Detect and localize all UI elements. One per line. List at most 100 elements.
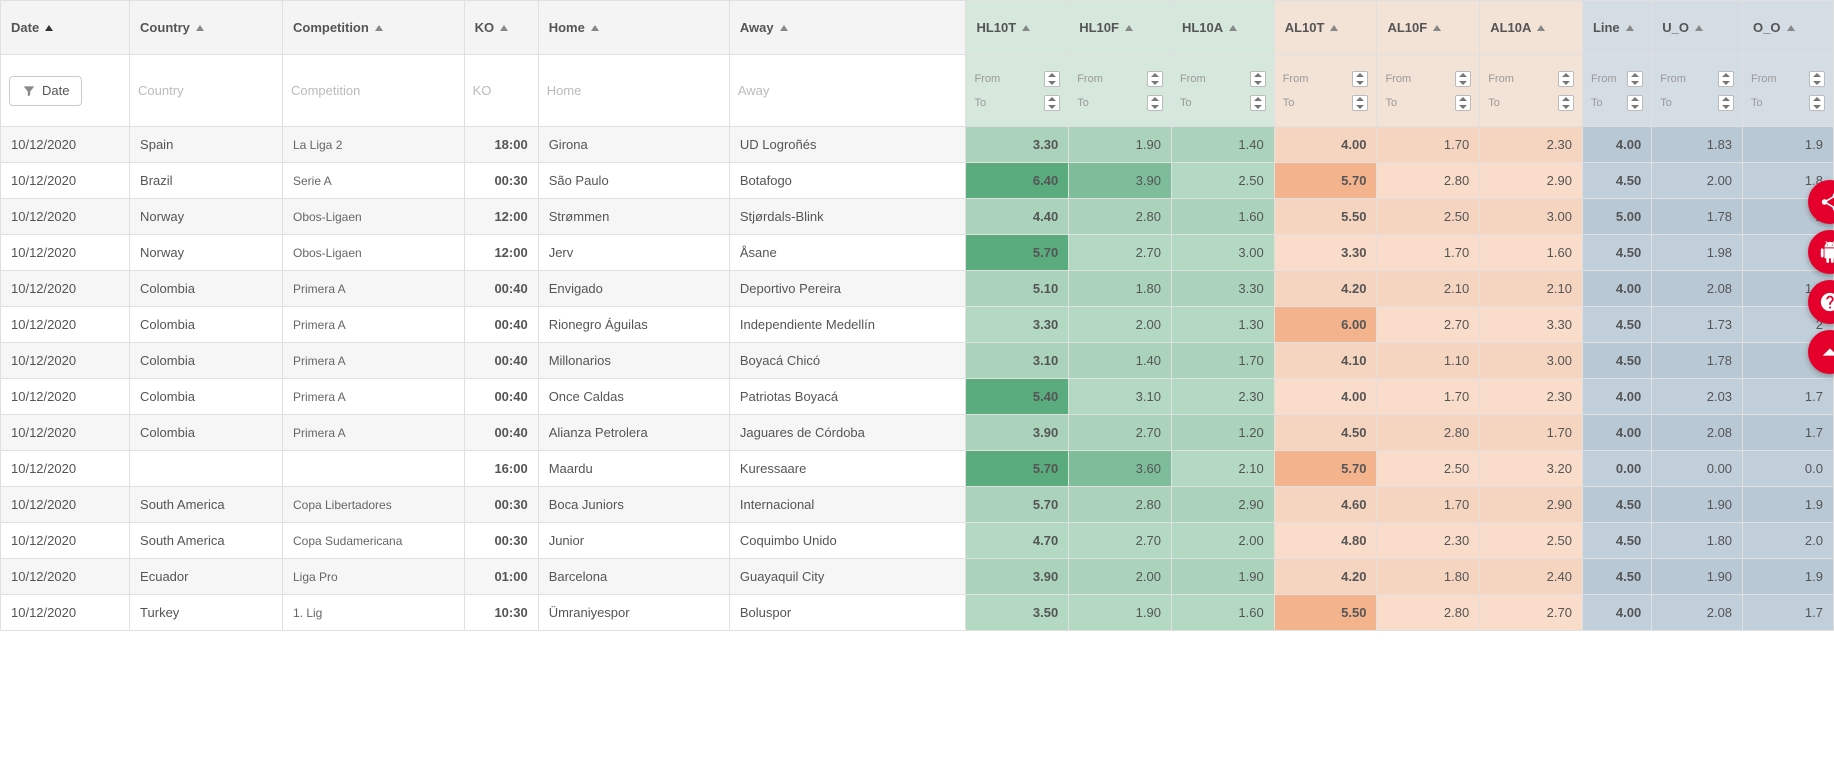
cell-date: 10/12/2020 bbox=[1, 127, 130, 163]
share-button[interactable] bbox=[1808, 180, 1834, 224]
range-from-stepper[interactable] bbox=[1718, 71, 1734, 87]
cell-al10t: 4.00 bbox=[1274, 379, 1377, 415]
filter-placeholder[interactable]: Home bbox=[547, 83, 582, 98]
filter-cell-o_o: FromTo bbox=[1743, 55, 1834, 127]
col-header-label: U_O bbox=[1662, 20, 1689, 35]
cell-line: 4.00 bbox=[1582, 415, 1651, 451]
table-row[interactable]: 10/12/2020ColombiaPrimera A00:40Envigado… bbox=[1, 271, 1834, 307]
col-header-label: HL10A bbox=[1182, 20, 1223, 35]
range-from-stepper[interactable] bbox=[1558, 71, 1574, 87]
cell-hl10a: 2.50 bbox=[1171, 163, 1274, 199]
cell-competition: Primera A bbox=[282, 271, 464, 307]
col-header-label: O_O bbox=[1753, 20, 1780, 35]
col-header-u_o[interactable]: U_O bbox=[1652, 1, 1743, 55]
cell-ko: 00:40 bbox=[464, 379, 538, 415]
filter-placeholder[interactable]: Country bbox=[138, 83, 184, 98]
table-row[interactable]: 10/12/2020South AmericaCopa Sudamericana… bbox=[1, 523, 1834, 559]
cell-al10f: 2.70 bbox=[1377, 307, 1480, 343]
cell-date: 10/12/2020 bbox=[1, 199, 130, 235]
col-header-o_o[interactable]: O_O bbox=[1743, 1, 1834, 55]
table-row[interactable]: 10/12/2020ColombiaPrimera A00:40Rionegro… bbox=[1, 307, 1834, 343]
table-row[interactable]: 10/12/2020Turkey1. Lig10:30ÜmraniyesporB… bbox=[1, 595, 1834, 631]
col-header-hl10a[interactable]: HL10A bbox=[1171, 1, 1274, 55]
cell-al10t: 4.10 bbox=[1274, 343, 1377, 379]
range-to-stepper[interactable] bbox=[1147, 95, 1163, 111]
cell-al10a: 2.70 bbox=[1480, 595, 1583, 631]
table-row[interactable]: 10/12/2020ColombiaPrimera A00:40Millonar… bbox=[1, 343, 1834, 379]
range-to-label: To bbox=[1660, 97, 1672, 109]
col-header-al10f[interactable]: AL10F bbox=[1377, 1, 1480, 55]
cell-al10a: 2.10 bbox=[1480, 271, 1583, 307]
col-header-date[interactable]: Date bbox=[1, 1, 130, 55]
cell-line: 4.00 bbox=[1582, 271, 1651, 307]
col-header-al10t[interactable]: AL10T bbox=[1274, 1, 1377, 55]
col-header-label: Line bbox=[1593, 20, 1620, 35]
range-to-stepper[interactable] bbox=[1718, 95, 1734, 111]
cell-hl10f: 2.00 bbox=[1069, 559, 1172, 595]
col-header-hl10t[interactable]: HL10T bbox=[966, 1, 1069, 55]
help-button[interactable] bbox=[1808, 280, 1834, 324]
cell-al10a: 2.50 bbox=[1480, 523, 1583, 559]
range-to-stepper[interactable] bbox=[1250, 95, 1266, 111]
filter-placeholder[interactable]: KO bbox=[473, 83, 492, 98]
range-from-stepper[interactable] bbox=[1044, 71, 1060, 87]
col-header-hl10f[interactable]: HL10F bbox=[1069, 1, 1172, 55]
col-header-al10a[interactable]: AL10A bbox=[1480, 1, 1583, 55]
cell-line: 4.00 bbox=[1582, 127, 1651, 163]
table-row[interactable]: 10/12/202016:00MaarduKuressaare5.703.602… bbox=[1, 451, 1834, 487]
android-button[interactable] bbox=[1808, 230, 1834, 274]
table-row[interactable]: 10/12/2020NorwayObos-Ligaen12:00JervÅsan… bbox=[1, 235, 1834, 271]
table-row[interactable]: 10/12/2020South AmericaCopa Libertadores… bbox=[1, 487, 1834, 523]
date-filter-label: Date bbox=[42, 83, 69, 98]
cell-competition: Copa Libertadores bbox=[282, 487, 464, 523]
table-row[interactable]: 10/12/2020NorwayObos-Ligaen12:00Strømmen… bbox=[1, 199, 1834, 235]
cell-o_o: 1.9 bbox=[1743, 127, 1834, 163]
table-row[interactable]: 10/12/2020SpainLa Liga 218:00GironaUD Lo… bbox=[1, 127, 1834, 163]
range-to-stepper[interactable] bbox=[1455, 95, 1471, 111]
range-from-stepper[interactable] bbox=[1250, 71, 1266, 87]
filter-cell-hl10f: FromTo bbox=[1069, 55, 1172, 127]
range-to-stepper[interactable] bbox=[1352, 95, 1368, 111]
cell-away: Kuressaare bbox=[729, 451, 966, 487]
col-header-home[interactable]: Home bbox=[538, 1, 729, 55]
table-row[interactable]: 10/12/2020ColombiaPrimera A00:40Once Cal… bbox=[1, 379, 1834, 415]
cell-hl10a: 2.90 bbox=[1171, 487, 1274, 523]
range-to-stepper[interactable] bbox=[1809, 95, 1825, 111]
range-to-stepper[interactable] bbox=[1627, 95, 1643, 111]
cell-away: Deportivo Pereira bbox=[729, 271, 966, 307]
scroll-top-button[interactable] bbox=[1808, 330, 1834, 374]
range-from-stepper[interactable] bbox=[1809, 71, 1825, 87]
range-from-stepper[interactable] bbox=[1352, 71, 1368, 87]
table-row[interactable]: 10/12/2020ColombiaPrimera A00:40Alianza … bbox=[1, 415, 1834, 451]
col-header-line[interactable]: Line bbox=[1582, 1, 1651, 55]
table-row[interactable]: 10/12/2020EcuadorLiga Pro01:00BarcelonaG… bbox=[1, 559, 1834, 595]
col-header-country[interactable]: Country bbox=[130, 1, 283, 55]
range-filter: FromTo bbox=[1751, 70, 1825, 112]
filter-placeholder[interactable]: Competition bbox=[291, 83, 360, 98]
cell-ko: 12:00 bbox=[464, 199, 538, 235]
table-row[interactable]: 10/12/2020BrazilSerie A00:30São PauloBot… bbox=[1, 163, 1834, 199]
range-from-stepper[interactable] bbox=[1455, 71, 1471, 87]
cell-away: Internacional bbox=[729, 487, 966, 523]
sort-arrow-icon bbox=[1022, 25, 1030, 31]
sort-arrow-icon bbox=[1626, 25, 1634, 31]
cell-u_o: 1.80 bbox=[1652, 523, 1743, 559]
cell-away: UD Logroñés bbox=[729, 127, 966, 163]
cell-country: Norway bbox=[130, 199, 283, 235]
range-to-stepper[interactable] bbox=[1558, 95, 1574, 111]
range-from-stepper[interactable] bbox=[1147, 71, 1163, 87]
col-header-label: Away bbox=[740, 20, 774, 35]
cell-home: Junior bbox=[538, 523, 729, 559]
filter-placeholder[interactable]: Away bbox=[738, 83, 770, 98]
cell-home: Alianza Petrolera bbox=[538, 415, 729, 451]
range-from-stepper[interactable] bbox=[1627, 71, 1643, 87]
col-header-away[interactable]: Away bbox=[729, 1, 966, 55]
cell-hl10t: 5.70 bbox=[966, 487, 1069, 523]
range-to-stepper[interactable] bbox=[1044, 95, 1060, 111]
range-to-label: To bbox=[1751, 97, 1763, 109]
cell-away: Independiente Medellín bbox=[729, 307, 966, 343]
col-header-competition[interactable]: Competition bbox=[282, 1, 464, 55]
cell-hl10f: 2.00 bbox=[1069, 307, 1172, 343]
col-header-ko[interactable]: KO bbox=[464, 1, 538, 55]
date-filter-button[interactable]: Date bbox=[9, 76, 82, 106]
